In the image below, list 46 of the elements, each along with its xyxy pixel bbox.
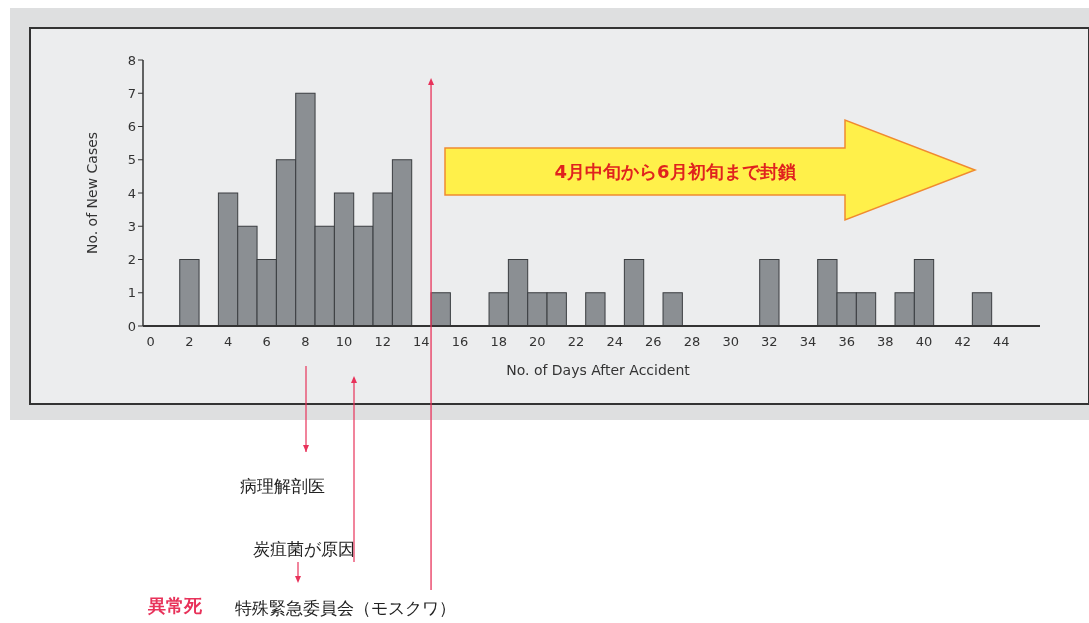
- x-tick-label: 34: [799, 334, 817, 349]
- bar: [971, 292, 993, 327]
- x-tick-label: 44: [993, 334, 1010, 349]
- bar: [623, 259, 645, 327]
- x-tick-label: 40: [915, 334, 933, 349]
- legend-label: 特殊緊急委員会（モスクワ）: [235, 598, 456, 618]
- x-tick-label: 20: [529, 334, 546, 349]
- x-tick-label: 2: [185, 334, 194, 349]
- x-tick-label: 10: [335, 334, 353, 349]
- y-axis-title: No. of New Cases: [84, 131, 100, 255]
- y-tick-label: 2: [127, 252, 136, 268]
- x-axis-title: No. of Days After Accident: [506, 362, 691, 378]
- text: 病理解剖医: [240, 476, 325, 496]
- x-tick-label: 42: [954, 334, 971, 349]
- x-tick-label: 16: [451, 334, 469, 349]
- x-tick-label: 22: [567, 334, 585, 349]
- x-tick-label: 36: [838, 334, 855, 349]
- y-tick-label: 7: [127, 85, 136, 101]
- x-tick-label: 24: [606, 334, 623, 349]
- y-tick-label: 5: [127, 152, 136, 168]
- x-tick-label: 26: [645, 334, 662, 349]
- y-tick-label: 0: [127, 318, 136, 334]
- bar: [759, 259, 780, 327]
- x-tick-label: 4: [223, 334, 233, 349]
- text: 炭疽菌が原因: [253, 539, 355, 559]
- y-tick-label: 3: [127, 218, 136, 234]
- annotation: 4月中旬から6月初旬まで封鎖: [554, 161, 797, 182]
- y-tick-label: 4: [127, 185, 136, 201]
- bar: [430, 292, 451, 327]
- x-tick-label: 8: [301, 334, 310, 349]
- bar: [179, 259, 200, 327]
- x-tick-label: 18: [490, 334, 507, 349]
- x-tick-label: 0: [146, 334, 155, 349]
- bar: [585, 292, 606, 327]
- x-tick-label: 28: [683, 334, 701, 349]
- x-tick-label: 38: [877, 334, 894, 349]
- y-tick-label: 8: [127, 52, 136, 68]
- x-tick-label: 6: [262, 334, 271, 349]
- text: 異常死: [147, 595, 203, 616]
- bar: [662, 292, 683, 327]
- x-tick-label: 30: [722, 334, 739, 349]
- x-tick-label: 32: [761, 334, 778, 349]
- y-tick-label: 1: [127, 285, 136, 301]
- x-tick-label: 14: [413, 334, 430, 349]
- x-tick-label: 12: [374, 334, 391, 349]
- y-tick-label: 6: [127, 119, 136, 135]
